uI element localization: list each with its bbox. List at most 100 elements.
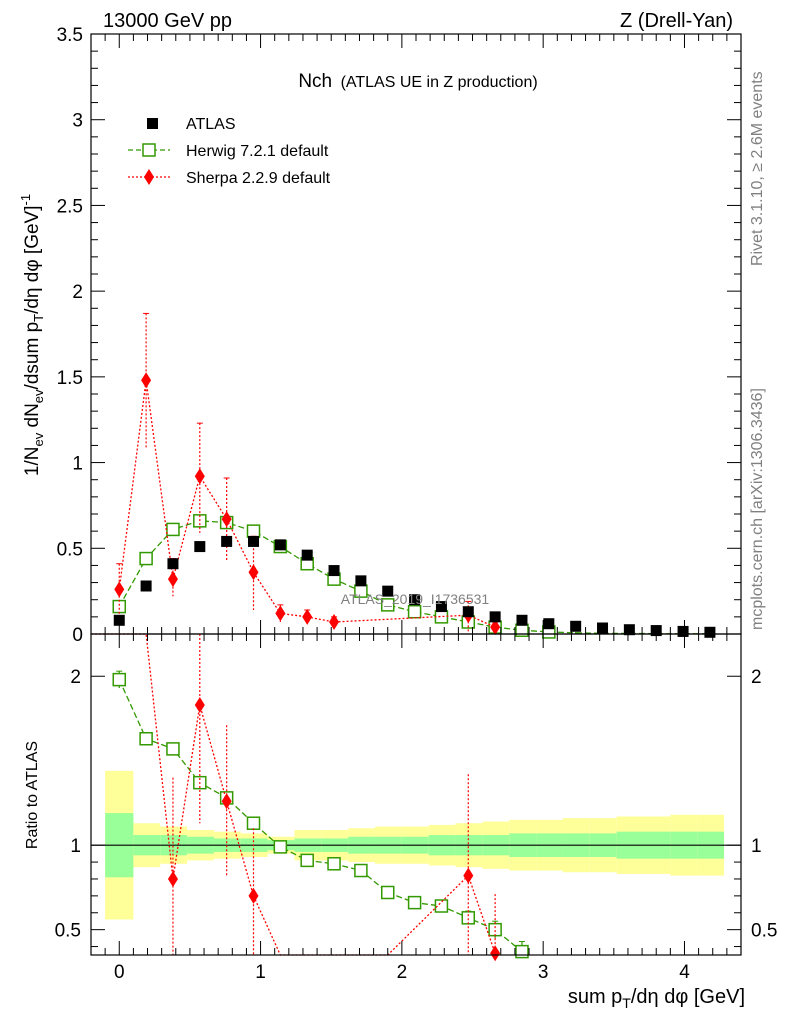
atlas-point: [597, 622, 609, 634]
atlas-point: [543, 618, 555, 630]
atlas-point: [274, 539, 286, 551]
sherpa-ratio-line: [91, 633, 496, 956]
atlas-point: [328, 565, 340, 577]
herwig-ratio-point: [300, 853, 314, 868]
atlas-point: [140, 580, 152, 592]
sherpa-point: [141, 372, 152, 389]
lower-ytick-label: 2: [70, 667, 81, 688]
upper-series-layer: [112, 312, 716, 639]
legend-atlas-label: ATLAS: [186, 116, 236, 133]
atlas-point: [516, 614, 528, 626]
xlabel: sum pT/dη dφ [GeV]: [568, 986, 745, 1011]
upper-title: Nch (ATLAS UE in Z production): [298, 71, 537, 92]
herwig-ratio-point: [246, 816, 261, 830]
lower-ytick-label: 1: [70, 836, 81, 857]
lower-xtick-label: 4: [679, 962, 690, 983]
herwig-ratio-point: [112, 672, 127, 687]
atlas-point: [623, 624, 635, 636]
legend-sherpa-label: Sherpa 2.2.9 default: [186, 170, 331, 187]
atlas-point: [409, 594, 421, 606]
herwig-ratio-point: [380, 885, 395, 900]
sherpa-ratio-point: [248, 887, 259, 904]
upper-ytick-label: 3.5: [57, 25, 83, 46]
herwig-ratio-line: [118, 679, 523, 953]
sherpa-point: [490, 619, 501, 636]
atlas-point: [194, 541, 206, 553]
upper-ytick-label: 1: [72, 454, 83, 475]
lower-axis-layer: 0 1 2 3 4 0.5 0.5 1 1 2 2: [55, 634, 777, 983]
atlas-point: [570, 620, 582, 632]
sherpa-point: [221, 511, 232, 528]
atlas-point: [462, 606, 474, 618]
lower-xtick-label: 2: [397, 962, 408, 983]
lower-xtick-label: 0: [114, 962, 125, 983]
herwig-point: [434, 610, 449, 624]
upper-ytick-label: 0.5: [57, 539, 83, 560]
sherpa-ratio-point: [490, 945, 501, 962]
legend-sherpa-marker: [144, 169, 154, 185]
herwig-ratio-point: [488, 922, 502, 937]
mcplots-side-label: mcplots.cern.ch [arXiv:1306.3436]: [749, 388, 766, 630]
herwig-ratio-point: [515, 944, 529, 959]
legend-herwig-marker: [142, 143, 156, 157]
herwig-point: [139, 551, 153, 566]
lower-ytick-label-right: 2: [751, 667, 762, 688]
sherpa-ratio-point: [194, 696, 205, 713]
sherpa-point: [194, 468, 205, 485]
lower-ytick-label-right: 0.5: [751, 921, 777, 942]
header-left: 13000 GeV pp: [103, 10, 232, 32]
atlas-point: [301, 549, 313, 561]
lower-ytick-label: 0.5: [55, 921, 81, 942]
upper-ytick-label: 2.5: [57, 196, 83, 217]
herwig-point: [380, 598, 395, 612]
header-right: Z (Drell-Yan): [620, 10, 733, 32]
atlas-point: [489, 611, 501, 623]
herwig-ratio-point: [139, 731, 153, 746]
herwig-ratio-point: [273, 840, 288, 854]
lower-xtick-label: 3: [538, 962, 549, 983]
sherpa-ratio-point: [167, 870, 178, 887]
herwig-point: [246, 524, 261, 538]
herwig-ratio-point: [166, 742, 180, 756]
sherpa-line: [118, 380, 496, 628]
sherpa-point: [329, 614, 340, 630]
upper-ytick-label: 3: [72, 111, 83, 132]
herwig-ratio-point: [434, 899, 449, 913]
herwig-ratio-point: [327, 857, 341, 871]
lower-xtick-label: 1: [255, 962, 266, 983]
upper-ytick-label: 1.5: [57, 368, 83, 389]
atlas-point: [704, 626, 716, 638]
rivet-side-label: Rivet 3.1.10, ≥ 2.6M events: [749, 71, 766, 266]
herwig-ratio-point: [407, 895, 422, 910]
upper-axis-layer: 0 0.5 1 1.5 2 2.5 3 3.5: [57, 25, 742, 646]
atlas-point: [355, 575, 367, 587]
watermark: ATLAS_2019_I1736531: [341, 591, 490, 607]
herwig-line: [118, 520, 710, 635]
sherpa-point: [248, 564, 259, 581]
lower-ylabel: Ratio to ATLAS: [24, 741, 41, 849]
legend: ATLAS Herwig 7.2.1 default Sherpa 2.2.9 …: [128, 116, 331, 187]
sherpa-ratio-point: [463, 867, 474, 884]
herwig-point: [166, 522, 180, 537]
lower-ytick-label-right: 1: [751, 836, 762, 857]
herwig-ratio-point: [461, 911, 476, 925]
legend-herwig-label: Herwig 7.2.1 default: [186, 143, 329, 160]
sherpa-point: [167, 571, 178, 588]
ratio-band-layer: [91, 770, 741, 920]
herwig-point: [407, 604, 422, 619]
sherpa-ratio-point: [221, 793, 232, 810]
legend-atlas-marker: [147, 118, 158, 129]
atlas-point: [435, 601, 447, 613]
herwig-point: [112, 599, 127, 614]
lower-series-layer: [91, 633, 529, 962]
sherpa-point: [114, 581, 125, 598]
herwig-ratio-point: [354, 863, 368, 878]
atlas-point: [221, 535, 233, 547]
atlas-point: [248, 535, 259, 547]
upper-ylabel: 1/Nev dNev/dsum pT/dη dφ [GeV]-1: [18, 194, 46, 476]
upper-ytick-label: 2: [72, 282, 83, 303]
atlas-point: [677, 625, 689, 637]
atlas-point: [382, 585, 394, 597]
upper-ytick-label: 0: [72, 625, 83, 646]
